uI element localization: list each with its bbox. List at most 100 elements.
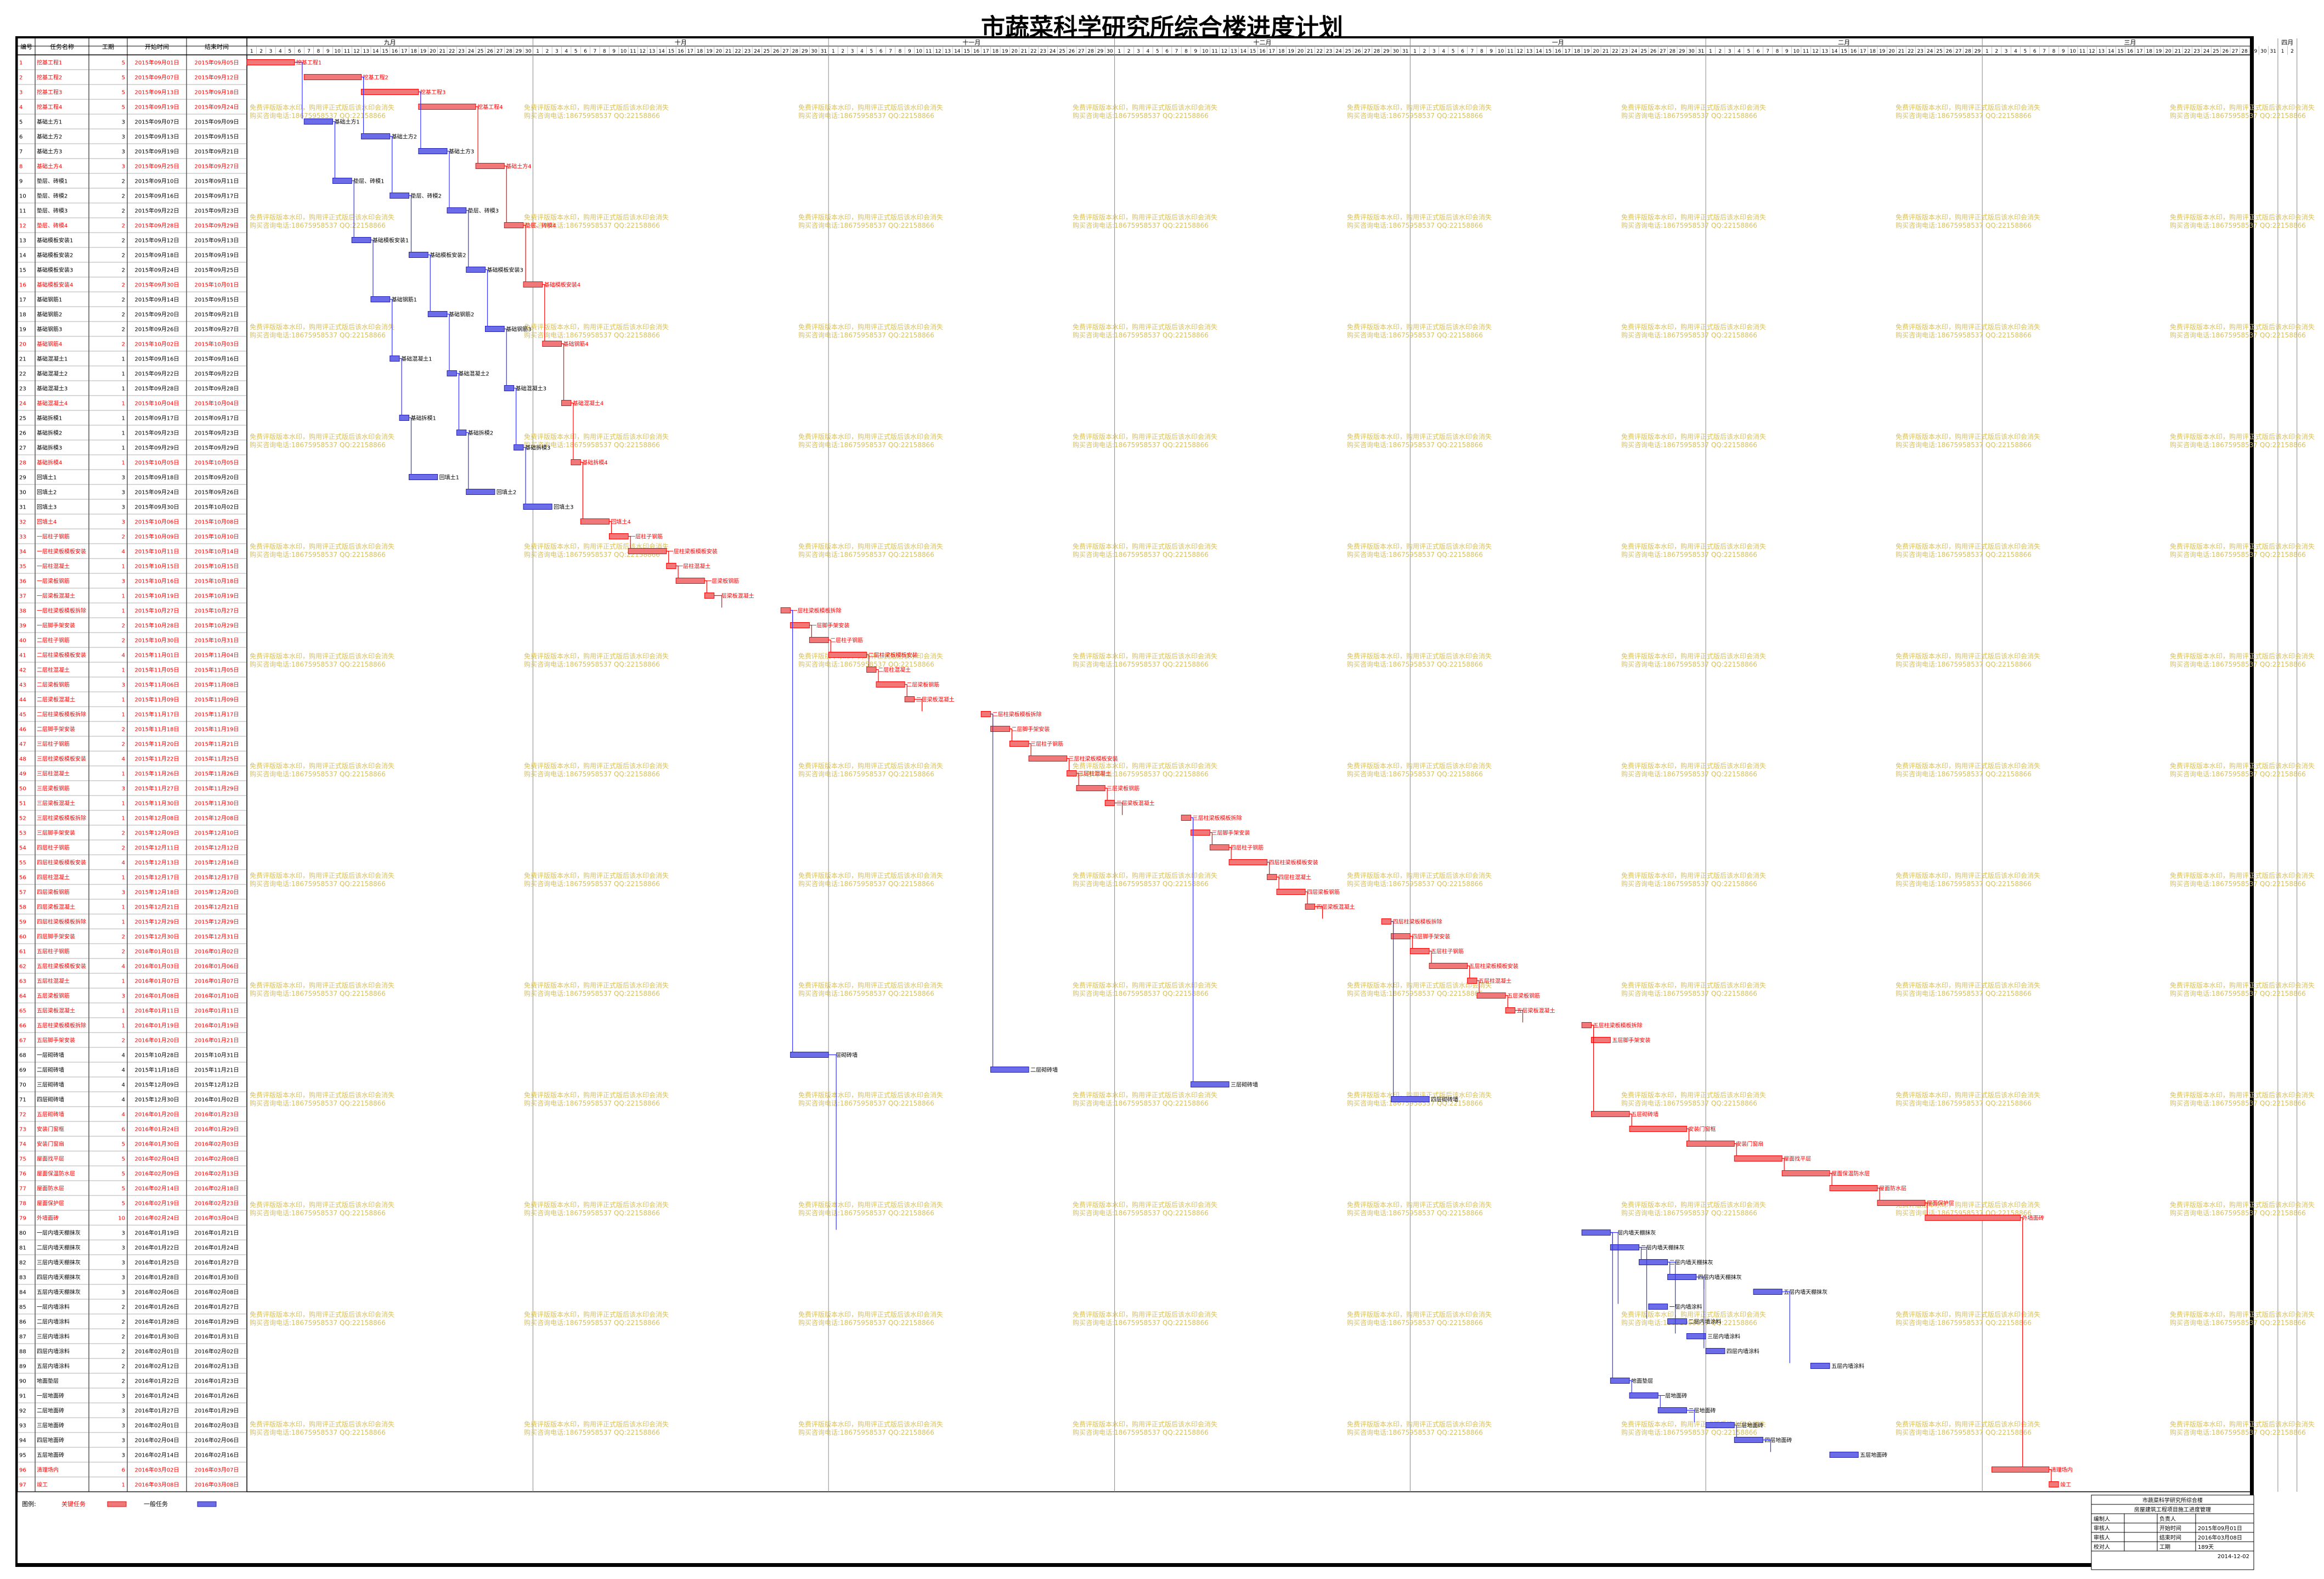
task-duration: 3 xyxy=(122,994,125,1000)
day-label: 28 xyxy=(1374,49,1380,54)
task-id: 52 xyxy=(19,816,26,822)
task-id: 45 xyxy=(19,712,26,718)
task-bar-label: 二层柱子钢筋 xyxy=(830,637,863,644)
day-label: 24 xyxy=(1335,49,1342,54)
task-id: 46 xyxy=(19,727,26,733)
task-bar-label: 三层内墙天棚抹灰 xyxy=(1669,1259,1713,1266)
dependency-link xyxy=(1696,1276,1705,1349)
task-id: 87 xyxy=(19,1334,26,1340)
day-label: 26 xyxy=(1650,49,1657,54)
task-name: 基础拆模3 xyxy=(37,444,62,452)
task-bar xyxy=(990,726,1010,732)
watermark-text: 购买咨询电话:18675958537 QQ:22158866 xyxy=(1347,111,1483,120)
task-start: 2015年11月06日 xyxy=(135,681,179,689)
watermark-text: 免费评版版本水印，购用评正式版后该水印会消失 xyxy=(1073,1420,1217,1428)
task-id: 9 xyxy=(19,179,22,185)
watermark-text: 购买咨询电话:18675958537 QQ:22158866 xyxy=(1896,1428,2032,1436)
day-label: 17 xyxy=(1564,49,1570,54)
watermark-text: 购买咨询电话:18675958537 QQ:22158866 xyxy=(250,770,386,778)
day-label: 12 xyxy=(1221,49,1227,54)
task-start: 2015年12月29日 xyxy=(135,918,179,926)
task-bar-label: 二层内墙天棚抹灰 xyxy=(1640,1244,1684,1251)
day-label: 6 xyxy=(298,49,301,54)
task-end: 2015年12月21日 xyxy=(195,904,239,911)
task-bar-label: 基础土方1 xyxy=(334,119,359,126)
task-duration: 1 xyxy=(122,712,125,718)
task-bar xyxy=(1228,859,1268,865)
watermark-text: 购买咨询电话:18675958537 QQ:22158866 xyxy=(1073,550,1209,559)
task-id: 1 xyxy=(19,60,22,66)
column-header-duration: 工期 xyxy=(102,43,114,50)
day-label: 23 xyxy=(1040,49,1046,54)
info-cell: 2016年03月08日 xyxy=(2198,1534,2242,1541)
task-bar xyxy=(447,207,467,213)
task-bar xyxy=(408,252,428,258)
dependency-link xyxy=(1629,1380,1632,1393)
task-start: 2015年09月18日 xyxy=(135,252,179,259)
watermark-text: 购买咨询电话:18675958537 QQ:22158866 xyxy=(2170,221,2306,229)
day-label: 14 xyxy=(1831,49,1838,54)
task-id: 17 xyxy=(19,297,26,303)
task-name: 基础模板安装4 xyxy=(37,281,73,289)
task-duration: 3 xyxy=(122,475,125,481)
task-name: 回填土2 xyxy=(37,489,57,496)
task-end: 2015年09月25日 xyxy=(195,267,239,274)
watermark-text: 免费评版版本水印，购用评正式版后该水印会消失 xyxy=(1896,323,2040,331)
task-duration: 4 xyxy=(122,1097,125,1103)
task-end: 2016年02月18日 xyxy=(195,1185,239,1192)
day-label: 21 xyxy=(439,49,445,54)
watermark-text: 购买咨询电话:18675958537 QQ:22158866 xyxy=(1347,770,1483,778)
watermark-text: 购买咨询电话:18675958537 QQ:22158866 xyxy=(1347,660,1483,668)
watermark-text: 购买咨询电话:18675958537 QQ:22158866 xyxy=(2170,879,2306,888)
task-bar-label: 竣工 xyxy=(2060,1481,2071,1488)
watermark-text: 免费评版版本水印，购用评正式版后该水印会消失 xyxy=(798,762,943,770)
watermark-text: 免费评版版本水印，购用评正式版后该水印会消失 xyxy=(524,981,669,989)
task-start: 2016年01月30日 xyxy=(135,1141,179,1148)
task-end: 2016年02月08日 xyxy=(195,1155,239,1163)
task-id: 8 xyxy=(19,164,22,170)
watermark-text: 购买咨询电话:18675958537 QQ:22158866 xyxy=(1896,441,2032,449)
task-duration: 3 xyxy=(122,1290,125,1296)
month-label: 二月 xyxy=(1838,39,1850,46)
task-id: 5 xyxy=(19,120,22,126)
task-name: 二层柱梁板模板拆除 xyxy=(37,711,86,718)
watermark-text: 免费评版版本水印，购用评正式版后该水印会消失 xyxy=(1621,103,1766,111)
task-start: 2015年11月17日 xyxy=(135,711,179,718)
task-start: 2015年10月27日 xyxy=(135,607,179,614)
task-id: 77 xyxy=(19,1186,26,1192)
task-bar-label: 基础混凝土3 xyxy=(516,385,546,392)
dependency-link xyxy=(1830,1172,1832,1186)
task-name: 四层梁板混凝土 xyxy=(37,904,75,911)
day-label: 1 xyxy=(832,49,835,54)
watermark-text: 免费评版版本水印，购用评正式版后该水印会消失 xyxy=(1896,542,2040,550)
watermark-text: 购买咨询电话:18675958537 QQ:22158866 xyxy=(524,1209,660,1217)
watermark-text: 免费评版版本水印，购用评正式版后该水印会消失 xyxy=(1073,323,1217,331)
task-duration: 5 xyxy=(122,1186,125,1192)
chart-frame xyxy=(15,36,2254,1567)
day-label: 15 xyxy=(1250,49,1256,54)
task-bar xyxy=(475,163,505,169)
task-id: 42 xyxy=(19,668,26,674)
dependency-link xyxy=(1009,728,1013,741)
day-label: 24 xyxy=(1927,49,1933,54)
watermark-text: 免费评版版本水印，购用评正式版后该水印会消失 xyxy=(1621,981,1766,989)
dependency-link xyxy=(1315,906,1323,919)
legend-normal-label: 一般任务 xyxy=(144,1501,168,1508)
day-label: 1 xyxy=(1118,49,1121,54)
task-start: 2015年09月20日 xyxy=(135,311,179,318)
day-label: 15 xyxy=(963,49,969,54)
task-start: 2016年02月01日 xyxy=(135,1348,179,1355)
task-bar xyxy=(504,222,524,228)
column-header-end: 结束时间 xyxy=(205,43,229,50)
task-bar xyxy=(447,370,457,376)
dependency-link xyxy=(447,313,450,371)
task-end: 2015年09月15日 xyxy=(195,296,239,303)
task-bar-label: 二层脚手架安装 xyxy=(1011,726,1050,733)
dependency-link xyxy=(294,61,303,119)
day-label: 11 xyxy=(1803,49,1809,54)
watermark-text: 免费评版版本水印，购用评正式版后该水印会消失 xyxy=(1347,323,1492,331)
day-label: 21 xyxy=(1021,49,1027,54)
watermark-text: 购买咨询电话:18675958537 QQ:22158866 xyxy=(250,331,386,339)
task-id: 48 xyxy=(19,757,26,763)
task-start: 2016年02月04日 xyxy=(135,1437,179,1444)
